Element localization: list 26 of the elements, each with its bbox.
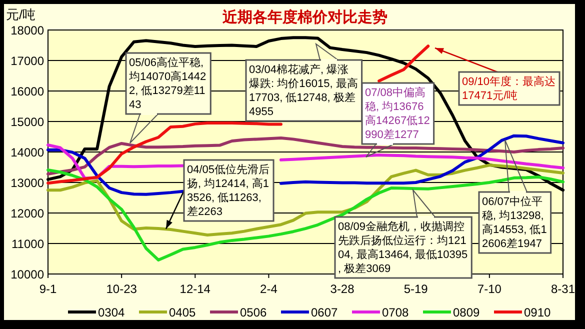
y-tick-label: 18000 <box>10 24 44 38</box>
y-tick-label: 11000 <box>12 237 44 251</box>
legend-label: 0607 <box>311 306 338 320</box>
y-tick-label: 13000 <box>10 176 44 190</box>
x-tick-label: 9-1 <box>39 282 57 296</box>
legend-label: 0304 <box>98 306 126 320</box>
x-tick-label: 5-19 <box>404 282 428 296</box>
y-tick-label: 15000 <box>10 115 44 129</box>
y-tick-label: 10000 <box>10 268 44 282</box>
x-tick-label: 7-10 <box>477 282 502 296</box>
y-tick-label: 12000 <box>10 206 44 220</box>
legend-label: 0809 <box>453 306 480 320</box>
y-axis-title: 元/吨 <box>6 7 36 22</box>
y-tick-label: 16000 <box>10 84 44 98</box>
y-tick-label: 14000 <box>10 146 44 160</box>
legend-label: 0708 <box>382 306 410 320</box>
x-tick-label: 3-28 <box>330 282 355 296</box>
legend-label: 0405 <box>169 306 196 320</box>
y-tick-label: 17000 <box>10 54 44 68</box>
chart-title: 近期各年度棉价对比走势 <box>222 8 388 26</box>
legend-label: 0506 <box>240 306 268 320</box>
x-tick-label: 12-14 <box>180 282 211 296</box>
legend-label: 0910 <box>524 306 552 320</box>
x-tick-label: 8-31 <box>550 282 576 296</box>
x-tick-label: 2-4 <box>260 282 278 296</box>
x-tick-label: 10-23 <box>106 282 138 296</box>
